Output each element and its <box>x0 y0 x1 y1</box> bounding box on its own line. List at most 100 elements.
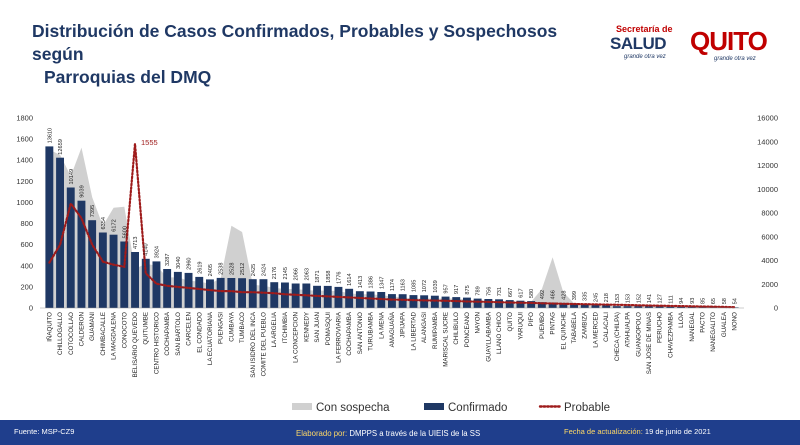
y-left-tick-label: 800 <box>20 219 33 228</box>
confirmed-bar <box>270 282 279 308</box>
category-label: LA MAGDALENA <box>111 311 118 360</box>
category-label: CHIMBACALLE <box>100 312 107 356</box>
category-label: PIFO <box>528 312 535 327</box>
confirmed-value-label: 3040 <box>176 256 182 268</box>
y-right-tick-label: 6000 <box>761 232 778 241</box>
category-label: ALANGASI <box>421 312 428 343</box>
logos: Secretaría de SALUD grande otra vez QUIT… <box>610 24 780 70</box>
category-label: MARISCAL SUCRE <box>443 312 450 367</box>
confirmed-bar <box>537 302 546 308</box>
y-right-tick-label: 0 <box>774 304 778 313</box>
confirmed-bar <box>623 306 632 308</box>
confirmed-bar <box>398 294 407 308</box>
confirmed-value-label: 152 <box>636 294 642 303</box>
category-label: CHILIBULO <box>453 312 460 345</box>
y-right-tick-label: 4000 <box>761 256 778 265</box>
confirmed-bar <box>516 300 525 308</box>
confirmed-bars-layer <box>45 146 739 308</box>
footer-made-by: Elaborado por: DMPPS a través de la UIEI… <box>296 429 480 438</box>
category-label: NANEGAL <box>689 311 696 341</box>
confirmed-bar <box>216 277 225 308</box>
category-labels-layer: IÑAQUITO CHILLOGALLO COTOCOLLAO CALDERON GUA… <box>46 311 738 378</box>
confirmed-value-label: 58 <box>722 298 728 304</box>
confirmed-bar <box>259 279 268 308</box>
footer-made-by-text: DMPPS a través de la UIEIS de la SS <box>349 429 481 438</box>
category-label: YARUQUI <box>518 312 525 340</box>
confirmed-value-label: 2512 <box>240 263 246 275</box>
category-label: NANEGALITO <box>710 312 717 352</box>
confirmed-value-label: 54 <box>733 298 739 304</box>
category-label: ZAMBIZA <box>582 311 589 339</box>
confirmed-bar <box>291 283 300 308</box>
confirmed-value-label: 428 <box>561 291 567 300</box>
confirmed-value-label: 4140 <box>144 243 150 255</box>
confirmed-value-label: 957 <box>444 284 450 293</box>
category-label: LA MENA <box>378 311 385 339</box>
legend-swatch <box>292 403 312 410</box>
category-label: CARCELEN <box>186 312 193 346</box>
quito-logo-main: QUITO <box>690 26 768 56</box>
y-right-tick-label: 14000 <box>757 137 778 146</box>
confirmed-bar <box>206 279 214 308</box>
confirmed-value-label: 1776 <box>337 271 343 283</box>
confirmed-bar <box>388 294 396 308</box>
confirmed-value-label: 466 <box>551 290 557 299</box>
confirmed-bar <box>463 297 471 308</box>
value-labels-layer: 13610 12659 10149 9039 7395 6354 6172 5600 4713 4… <box>47 128 738 305</box>
confirmed-bar <box>281 282 289 308</box>
category-label: CALDERON <box>79 312 86 346</box>
category-label: LA CONCEPCION <box>293 312 300 363</box>
confirmed-value-label: 731 <box>497 287 503 296</box>
confirmed-bar <box>473 298 482 308</box>
category-label: IÑAQUITO <box>46 312 53 342</box>
legend-label: Con sospecha <box>316 402 390 414</box>
confirmed-bar <box>591 305 600 308</box>
category-label: EL QUINCHE <box>560 312 567 350</box>
category-label: QUITO <box>507 312 514 332</box>
category-label: COMITE DEL PUEBLO <box>261 312 268 377</box>
confirmed-bar <box>677 306 685 308</box>
confirmed-bar <box>184 272 193 308</box>
category-label: PONCEANO <box>464 312 471 348</box>
quito-logo: QUITO grande otra vez <box>690 26 776 68</box>
confirmed-value-label: 65 <box>711 298 717 304</box>
confirmed-bar <box>131 252 139 308</box>
category-label: LA ECUATORIANA <box>207 311 214 365</box>
confirmed-value-label: 9039 <box>80 185 86 197</box>
confirmed-value-label: 2145 <box>283 267 289 279</box>
category-label: CUMBAYA <box>228 311 235 342</box>
category-label: SAN ISIDRO DEL INCA <box>250 311 257 378</box>
category-label: CHAVEZPAMBA <box>667 311 674 358</box>
category-label: CALACALI <box>603 312 610 342</box>
confirmed-bar <box>430 295 439 308</box>
confirmed-value-label: 917 <box>454 285 460 294</box>
confirmed-value-label: 335 <box>583 292 589 301</box>
quito-logo-tag: grande otra vez <box>714 56 756 62</box>
confirmed-value-label: 7395 <box>90 205 96 217</box>
category-label: TABABELA <box>571 311 578 343</box>
confirmed-bar <box>655 306 664 308</box>
confirmed-value-label: 93 <box>690 298 696 304</box>
legend: Con sospecha Confirmado Probable <box>292 402 610 414</box>
category-label: COTOCOLLAO <box>68 312 75 355</box>
confirmed-value-label: 85 <box>701 298 707 304</box>
y-left-tick-label: 1400 <box>16 156 33 165</box>
category-label: LA MERCED <box>592 311 599 347</box>
category-label: LLOA <box>678 311 685 328</box>
confirmed-value-label: 580 <box>529 289 535 298</box>
legend-label: Confirmado <box>448 402 507 414</box>
category-label: COCHAPAMBA <box>346 311 353 355</box>
confirmed-value-label: 1386 <box>369 276 375 288</box>
category-label: LA FERROVIARIA <box>336 311 343 363</box>
confirmed-bar <box>548 302 557 308</box>
category-label: AMAGUAÑA <box>389 311 396 347</box>
y-left-tick-label: 0 <box>29 304 33 313</box>
confirmed-bar <box>238 278 246 308</box>
confirmed-bar <box>163 269 172 308</box>
y-right-tick-label: 10000 <box>757 185 778 194</box>
category-label: ATAHUALPA <box>625 311 632 347</box>
confirmed-value-label: 617 <box>519 288 525 297</box>
confirmed-value-label: 2619 <box>197 261 203 273</box>
confirmed-value-label: 1413 <box>358 276 364 288</box>
category-label: SAN JUAN <box>314 312 321 343</box>
